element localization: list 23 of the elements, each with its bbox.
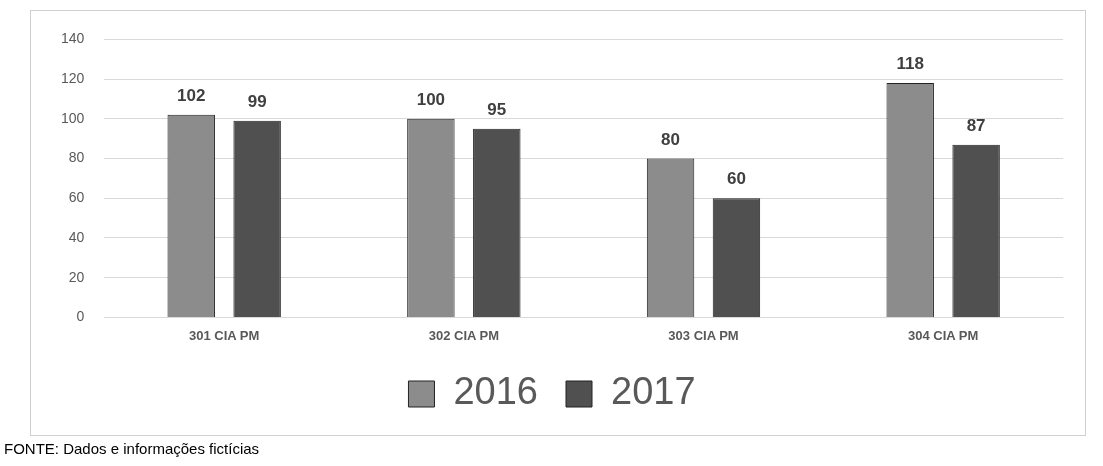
y-tick-label: 80 bbox=[68, 149, 85, 166]
source-note: FONTE: Dados e informações fictícias bbox=[4, 440, 260, 457]
y-tick-label: 100 bbox=[61, 109, 85, 126]
data-label: 95 bbox=[487, 99, 507, 119]
y-tick-label: 40 bbox=[68, 228, 85, 245]
x-tick-label: 304 CIA PM bbox=[908, 327, 979, 343]
y-tick-label: 60 bbox=[68, 189, 85, 206]
legend-label: 2016 bbox=[453, 370, 539, 413]
data-label: 60 bbox=[727, 169, 746, 189]
x-tick-label: 302 CIA PM bbox=[428, 327, 500, 343]
x-tick-label: 303 CIA PM bbox=[668, 327, 739, 343]
legend-label: 2017 bbox=[611, 370, 696, 413]
y-tick-label: 140 bbox=[61, 30, 85, 47]
data-label: 80 bbox=[661, 129, 681, 149]
data-label: 100 bbox=[416, 90, 446, 110]
data-label: 102 bbox=[177, 86, 206, 106]
data-label: 118 bbox=[896, 54, 924, 74]
y-tick-label: 20 bbox=[68, 268, 85, 285]
x-tick-label: 301 CIA PM bbox=[189, 327, 260, 343]
y-tick-label: 120 bbox=[61, 69, 85, 86]
y-tick-label: 0 bbox=[76, 308, 85, 325]
data-label: 87 bbox=[966, 115, 986, 135]
data-label: 99 bbox=[247, 92, 267, 111]
